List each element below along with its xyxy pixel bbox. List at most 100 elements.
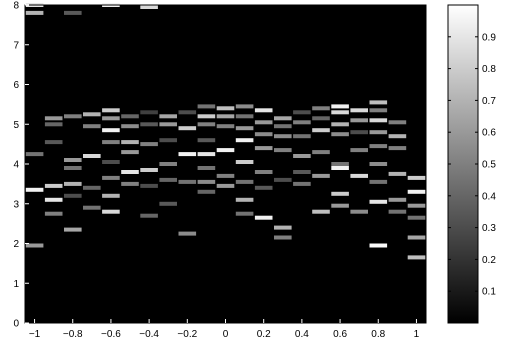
y-tick-label: 0	[13, 319, 19, 330]
heatmap-cell	[83, 112, 101, 117]
heatmap-cell	[159, 122, 177, 127]
heatmap-cell	[140, 110, 158, 115]
heatmap-cell	[25, 243, 44, 248]
heatmap-cell	[102, 108, 120, 113]
heatmap-cell	[350, 209, 368, 214]
heatmap-cell	[331, 132, 349, 137]
heatmap-cell	[140, 5, 158, 9]
y-tick-label: 3	[13, 199, 19, 210]
heatmap-cell	[102, 128, 120, 133]
heatmap-cell	[140, 183, 158, 188]
y-tick-label: 5	[13, 120, 19, 131]
heatmap-cell	[216, 183, 235, 188]
heatmap-cell	[140, 213, 158, 218]
x-tick-label: −0.6	[101, 329, 121, 340]
heatmap-cell	[197, 166, 216, 170]
heatmap-cell	[178, 179, 197, 184]
heatmap-cell	[178, 126, 197, 131]
heatmap-cell	[102, 193, 120, 198]
heatmap-cell	[64, 10, 82, 15]
heatmap-cell	[235, 160, 254, 164]
heatmap-cell	[121, 181, 139, 186]
heatmap-cell	[254, 120, 273, 125]
x-tick-label: 0.4	[295, 329, 309, 340]
heatmap-cell	[388, 171, 407, 176]
heatmap-cell	[331, 166, 349, 170]
x-tick-label: −1	[29, 329, 41, 340]
heatmap-cell	[44, 122, 63, 127]
heatmap-cell	[140, 168, 158, 172]
y-tick-label: 4	[13, 160, 19, 171]
heatmap-cell	[178, 231, 197, 236]
heatmap-cell	[159, 177, 177, 182]
heatmap-cell	[254, 132, 273, 137]
heatmap-cell	[197, 114, 216, 119]
heatmap-cell	[216, 124, 235, 129]
heatmap-cell	[312, 128, 330, 133]
x-tick-label: 0	[223, 329, 229, 340]
heatmap-cells	[25, 3, 426, 260]
heatmap-cell	[331, 203, 349, 208]
heatmap-cell	[254, 170, 273, 174]
heatmap-cell	[369, 243, 388, 248]
heatmap-cell	[140, 142, 158, 147]
heatmap-cell	[216, 114, 235, 119]
heatmap-cell	[64, 166, 82, 170]
x-tick-label: 0.2	[257, 329, 271, 340]
y-tick-label: 1	[13, 279, 19, 290]
heatmap-cell	[64, 193, 82, 198]
heatmap-cell	[159, 114, 177, 119]
heatmap-cell	[254, 185, 273, 190]
heatmap-cell	[274, 116, 292, 121]
heatmap-cell	[331, 122, 349, 127]
plot-area	[24, 3, 427, 324]
heatmap-cell	[254, 108, 273, 113]
heatmap-cell	[44, 211, 63, 216]
x-tick-label: −0.4	[139, 329, 159, 340]
heatmap-cell	[216, 173, 235, 178]
heatmap-cell	[44, 140, 63, 145]
heatmap-cell	[388, 120, 407, 125]
heatmap-cell	[121, 124, 139, 129]
heatmap-cell	[235, 138, 254, 143]
colorbar-ticks: 0.1 0.2 0.3 0.4 0.5 0.6 0.7 0.8 0.9	[448, 32, 496, 298]
heatmap-cell	[235, 197, 254, 202]
heatmap-cell	[44, 116, 63, 121]
heatmap-cell	[159, 201, 177, 206]
colorbar-tick-label: 0.8	[482, 64, 496, 75]
heatmap-cell	[350, 108, 368, 113]
heatmap-cell	[369, 144, 388, 149]
heatmap-cell	[83, 154, 101, 158]
heatmap-cell	[102, 160, 120, 164]
heatmap-cell	[121, 150, 139, 155]
heatmap-cell	[388, 134, 407, 139]
heatmap-cell	[407, 203, 426, 208]
x-tick-label: 0.6	[333, 329, 347, 340]
x-tick-label: −0.2	[177, 329, 197, 340]
heatmap-cell	[235, 126, 254, 131]
heatmap-cell	[197, 152, 216, 157]
heatmap-cell	[274, 235, 292, 240]
heatmap-cell	[350, 148, 368, 153]
heatmap-cell	[293, 134, 311, 139]
heatmap-cell	[369, 100, 388, 105]
heatmap-cell	[102, 175, 120, 180]
x-axis: −1 −0.8 −0.6 −0.4 −0.2 0 0.2 0.4 0.6 0.8 1	[29, 319, 420, 340]
plot-background	[25, 5, 426, 323]
heatmap-cell	[197, 189, 216, 194]
x-tick-label: 0.8	[371, 329, 385, 340]
heatmap-cell	[407, 235, 426, 240]
colorbar-gradient	[447, 4, 479, 324]
heatmap-cell	[388, 197, 407, 202]
heatmap-cell	[350, 130, 368, 135]
heatmap-cell	[197, 179, 216, 184]
heatmap-cell	[216, 106, 235, 111]
y-tick-label: 6	[13, 80, 19, 91]
heatmap-cell	[83, 185, 101, 190]
heatmap-cell	[274, 124, 292, 129]
heatmap-cell	[331, 110, 349, 115]
heatmap-cell	[274, 225, 292, 230]
heatmap-cell	[388, 209, 407, 214]
heatmap-cell	[331, 191, 349, 196]
